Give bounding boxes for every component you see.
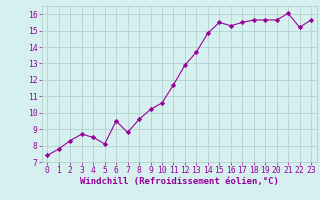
X-axis label: Windchill (Refroidissement éolien,°C): Windchill (Refroidissement éolien,°C) — [80, 177, 279, 186]
